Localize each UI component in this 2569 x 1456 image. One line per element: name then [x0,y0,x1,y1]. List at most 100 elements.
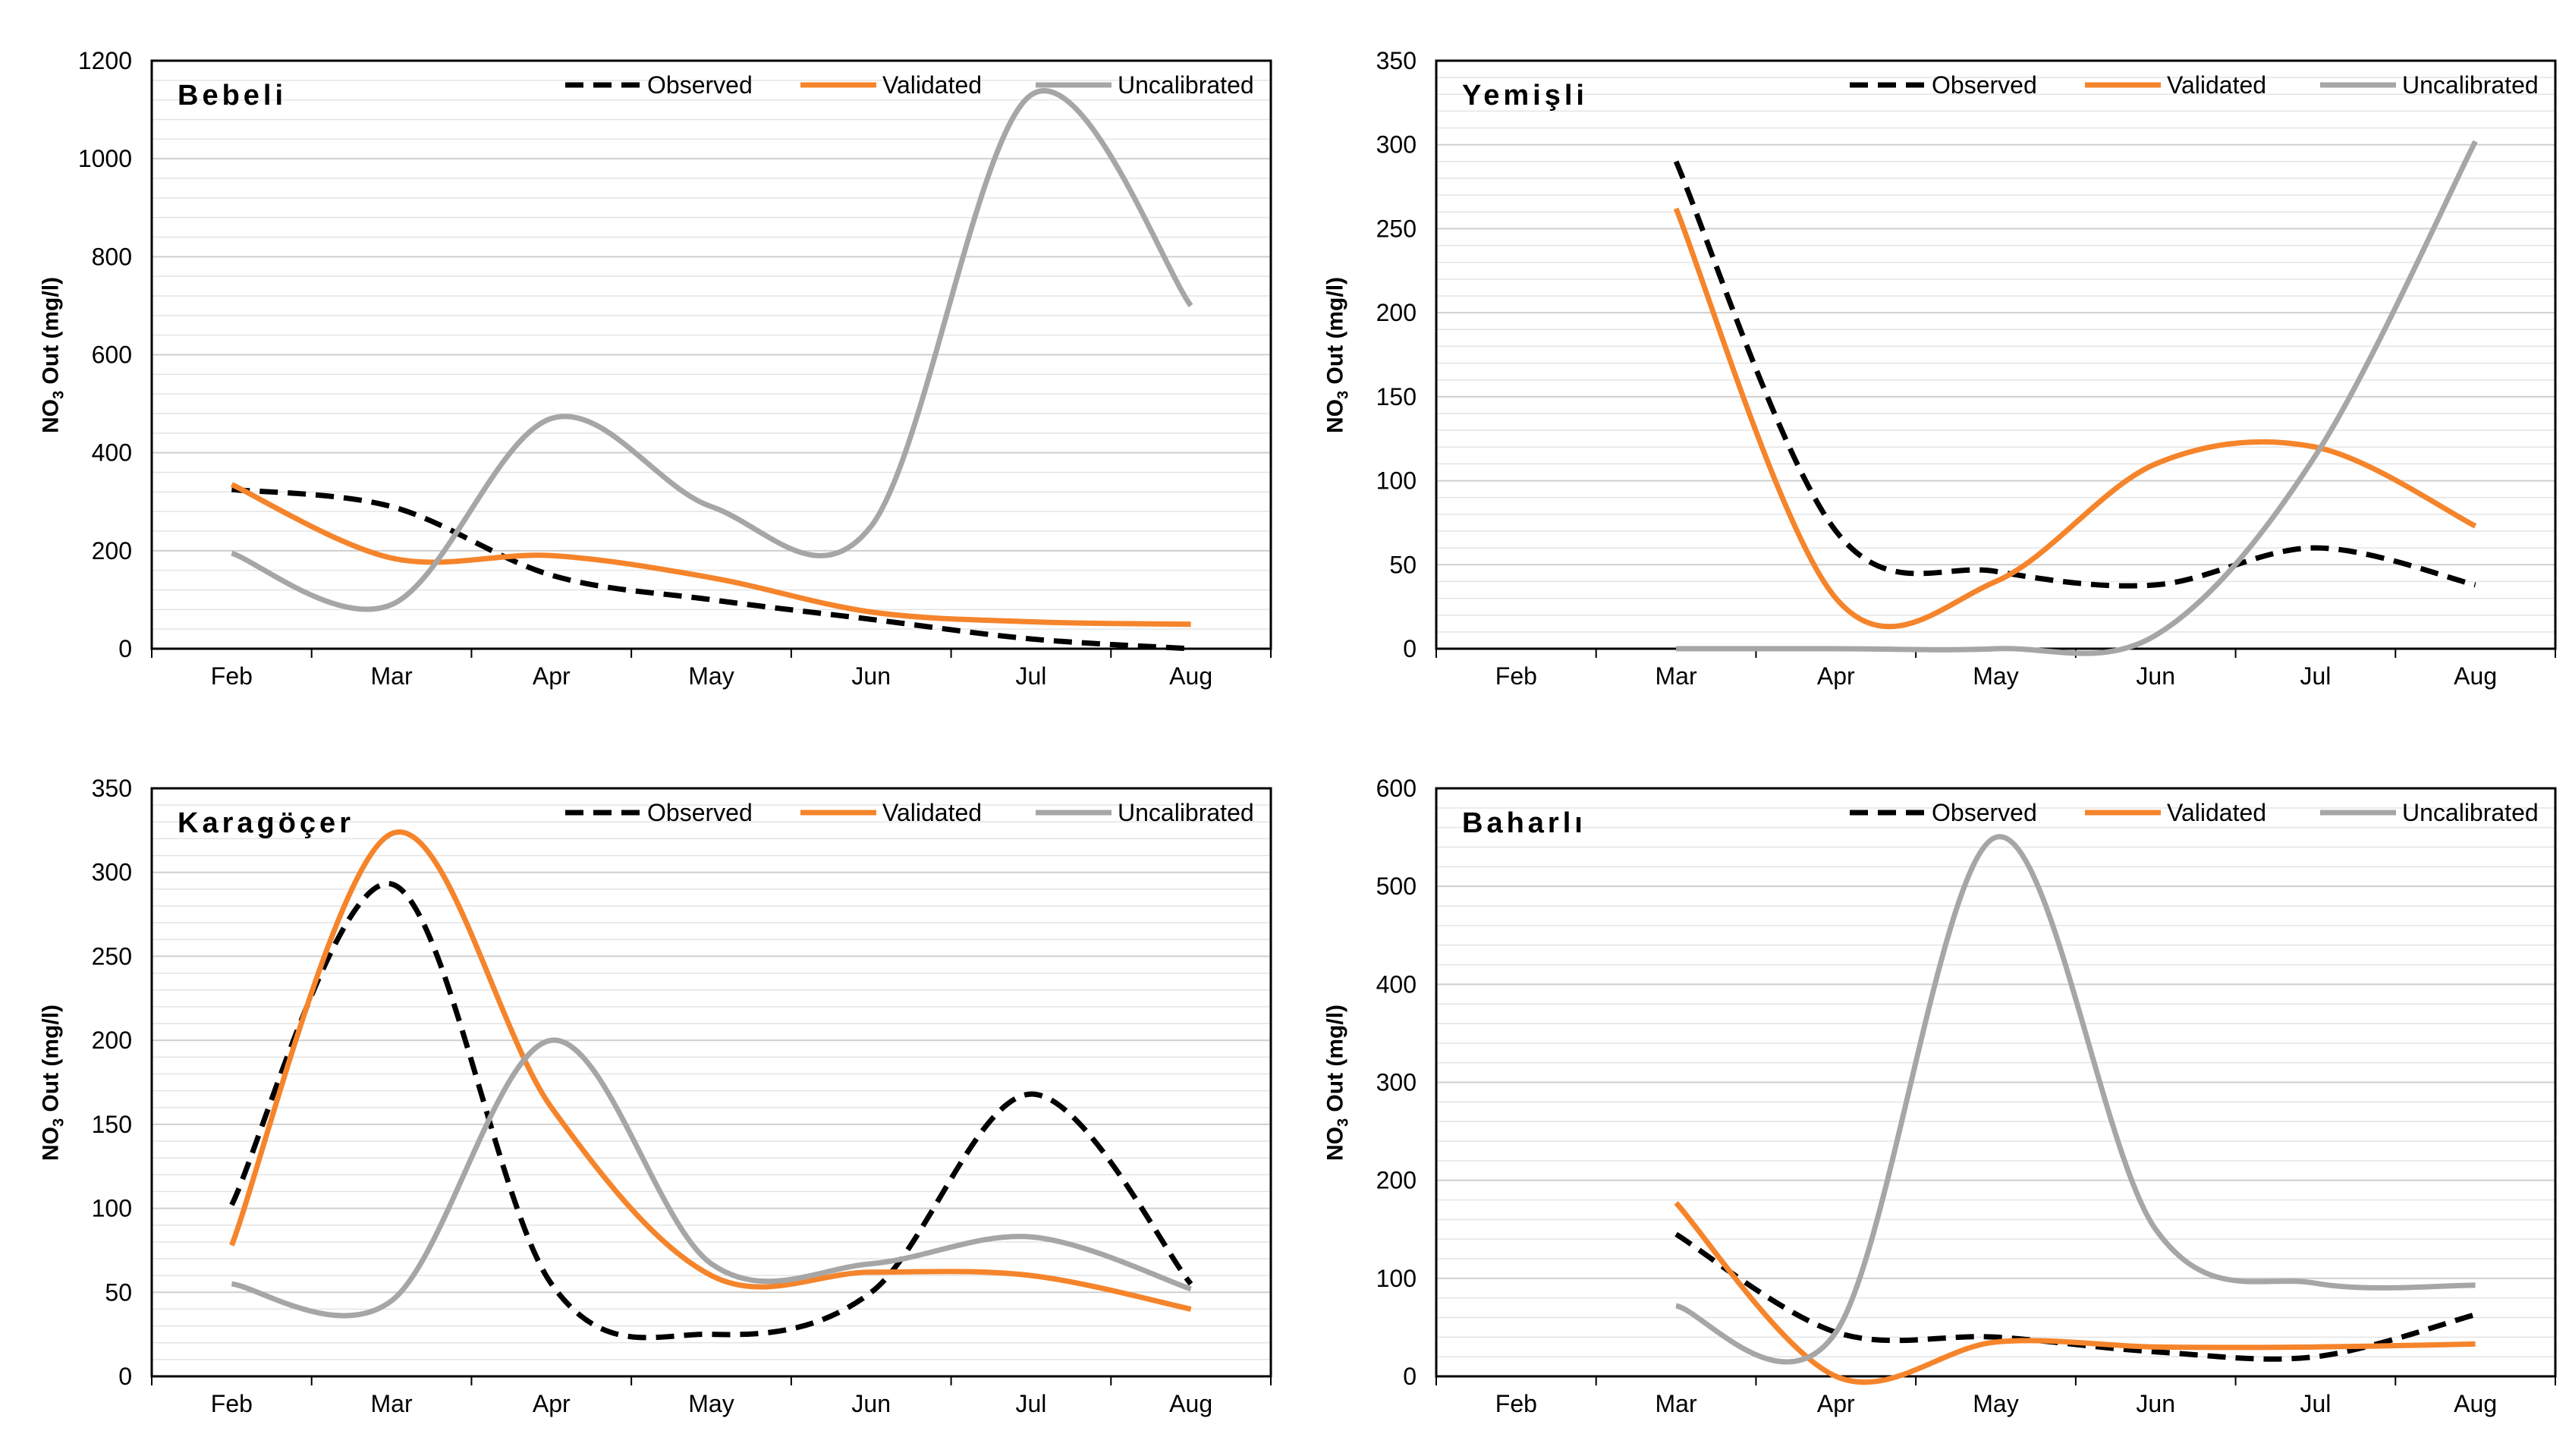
chart-svg: 0 200 400 600 800 1000 1200 Feb Mar Apr May Jun Jul A… [78,47,1272,690]
legend-item-validated: Validated [800,799,982,826]
x-tick-label: May [688,662,734,690]
y-tick-label: 200 [92,537,132,564]
legend-item-validated: Validated [2085,71,2266,99]
legend: Observed Validated Uncalibrated [1850,799,2539,826]
y-tick-label: 1000 [78,145,132,172]
y-tick-label: 600 [92,341,132,369]
major-gridlines [152,788,1271,1294]
series-line-validated [1674,1201,2476,1385]
legend-item-validated: Validated [2085,799,2266,826]
legend-label: Observed [1932,71,2037,99]
y-tick-label: 200 [92,1027,132,1054]
major-gridlines [1436,788,2555,1279]
y-axis-label: NO3 Out (mg/l) [1322,276,1352,433]
y-tick-label: 600 [1376,775,1417,802]
x-tick-label: Apr [1817,1390,1855,1417]
legend: Observed Validated Uncalibrated [1850,71,2539,99]
y-tick-label: 500 [1376,873,1417,900]
legend-item-uncalibrated: Uncalibrated [2320,799,2539,826]
chart-title: Baharlı [1462,807,1586,839]
y-tick-label: 250 [1376,215,1417,242]
x-tick-label: May [1973,662,2018,690]
series-line-uncalibrated [231,88,1193,612]
legend-label: Observed [1932,799,2037,826]
x-tick-label: Jul [1015,1390,1046,1417]
x-tick-label: Jul [2300,1390,2331,1417]
series-line-validated [230,482,1191,627]
x-tick-label: Jul [1015,662,1046,690]
x-tick-label: May [1973,1390,2018,1417]
legend-label: Observed [647,71,753,99]
legend-item-observed: Observed [565,71,753,99]
x-tick-label: Aug [2454,1390,2497,1417]
y-tick-label: 100 [92,1195,132,1222]
y-axis-label: NO3 Out (mg/l) [1322,1004,1352,1161]
series-line-validated [1673,207,2477,630]
chart-svg: 0 100 200 300 400 500 600 Feb Mar Apr May Jun Jul Aug… [1376,775,2557,1417]
x-tick-label: Apr [533,1390,571,1417]
y-tick-label: 300 [1376,131,1417,159]
x-tick-label: Mar [371,1390,413,1417]
legend-item-uncalibrated: Uncalibrated [2320,71,2539,99]
chart-panel-bebeli: 0 200 400 600 800 1000 1200 Feb Mar Apr May Jun Jul A… [0,0,1284,728]
legend-item-observed: Observed [565,799,753,826]
y-tick-label: 0 [118,1363,132,1390]
x-tick-label: Apr [1817,662,1855,690]
x-tick-label: Mar [371,662,413,690]
major-gridlines [152,60,1271,552]
series-line-uncalibrated [1676,140,2478,656]
minor-gridlines [1436,77,2555,633]
x-tick-label: May [688,1390,734,1417]
legend-item-uncalibrated: Uncalibrated [1036,71,1254,99]
x-tick-label: Feb [211,1390,253,1417]
chart-title: Bebeli [178,80,287,112]
chart-panel-baharli: 0 100 200 300 400 500 600 Feb Mar Apr May Jun Jul Aug… [1284,728,2569,1456]
legend-label: Observed [647,799,753,826]
y-tick-label: 50 [105,1278,132,1306]
legend-label: Validated [882,71,982,99]
x-tick-label: Jun [2136,1390,2175,1417]
chart-panel-karagocer: 0 50 100 150 200 250 300 350 Feb Mar Apr May Jun Jul A… [0,728,1284,1456]
series-line-observed [1673,160,2476,589]
y-axis-label: NO3 Out (mg/l) [38,1004,68,1161]
x-tick-label: Jul [2300,662,2331,690]
series-line-validated [229,829,1192,1312]
y-tick-label: 400 [92,439,132,467]
y-tick-label: 100 [1376,467,1417,495]
y-tick-label: 300 [92,859,132,886]
y-tick-label: 100 [1376,1265,1417,1292]
legend-label: Uncalibrated [2402,71,2539,99]
y-tick-label: 800 [92,243,132,270]
x-tick-label: Feb [211,662,253,690]
y-tick-label: 300 [1376,1069,1417,1096]
y-tick-label: 350 [92,775,132,802]
y-tick-label: 200 [1376,299,1417,326]
y-tick-label: 150 [1376,383,1417,410]
plot-area-border [1435,787,2557,1378]
y-tick-label: 250 [92,942,132,970]
legend-label: Uncalibrated [1118,71,1254,99]
chart-title: Karagöçer [178,807,354,839]
legend-label: Validated [2167,71,2266,99]
plot-area-border [1435,59,2557,650]
minor-gridlines [152,804,1271,1360]
plot-area-border [150,59,1272,650]
legend-label: Validated [2167,799,2266,826]
series-line-uncalibrated [1675,834,2476,1365]
x-tick-label: Aug [2454,662,2497,690]
legend-item-validated: Validated [800,71,982,99]
x-tick-label: Mar [1656,662,1697,690]
x-tick-label: Aug [1169,662,1212,690]
x-tick-label: Feb [1495,1390,1537,1417]
chart-title: Yemişli [1462,80,1588,112]
legend-item-observed: Observed [1850,799,2037,826]
x-tick-label: Aug [1169,1390,1212,1417]
plot-area-border [150,787,1272,1378]
x-tick-label: Jun [2136,662,2175,690]
chart-svg: 0 50 100 150 200 250 300 350 Feb Mar Apr May Jun Jul A… [92,775,1272,1417]
y-tick-label: 150 [92,1111,132,1138]
major-gridlines [1436,60,2555,566]
x-tick-label: Jun [851,1390,891,1417]
legend-item-observed: Observed [1850,71,2037,99]
